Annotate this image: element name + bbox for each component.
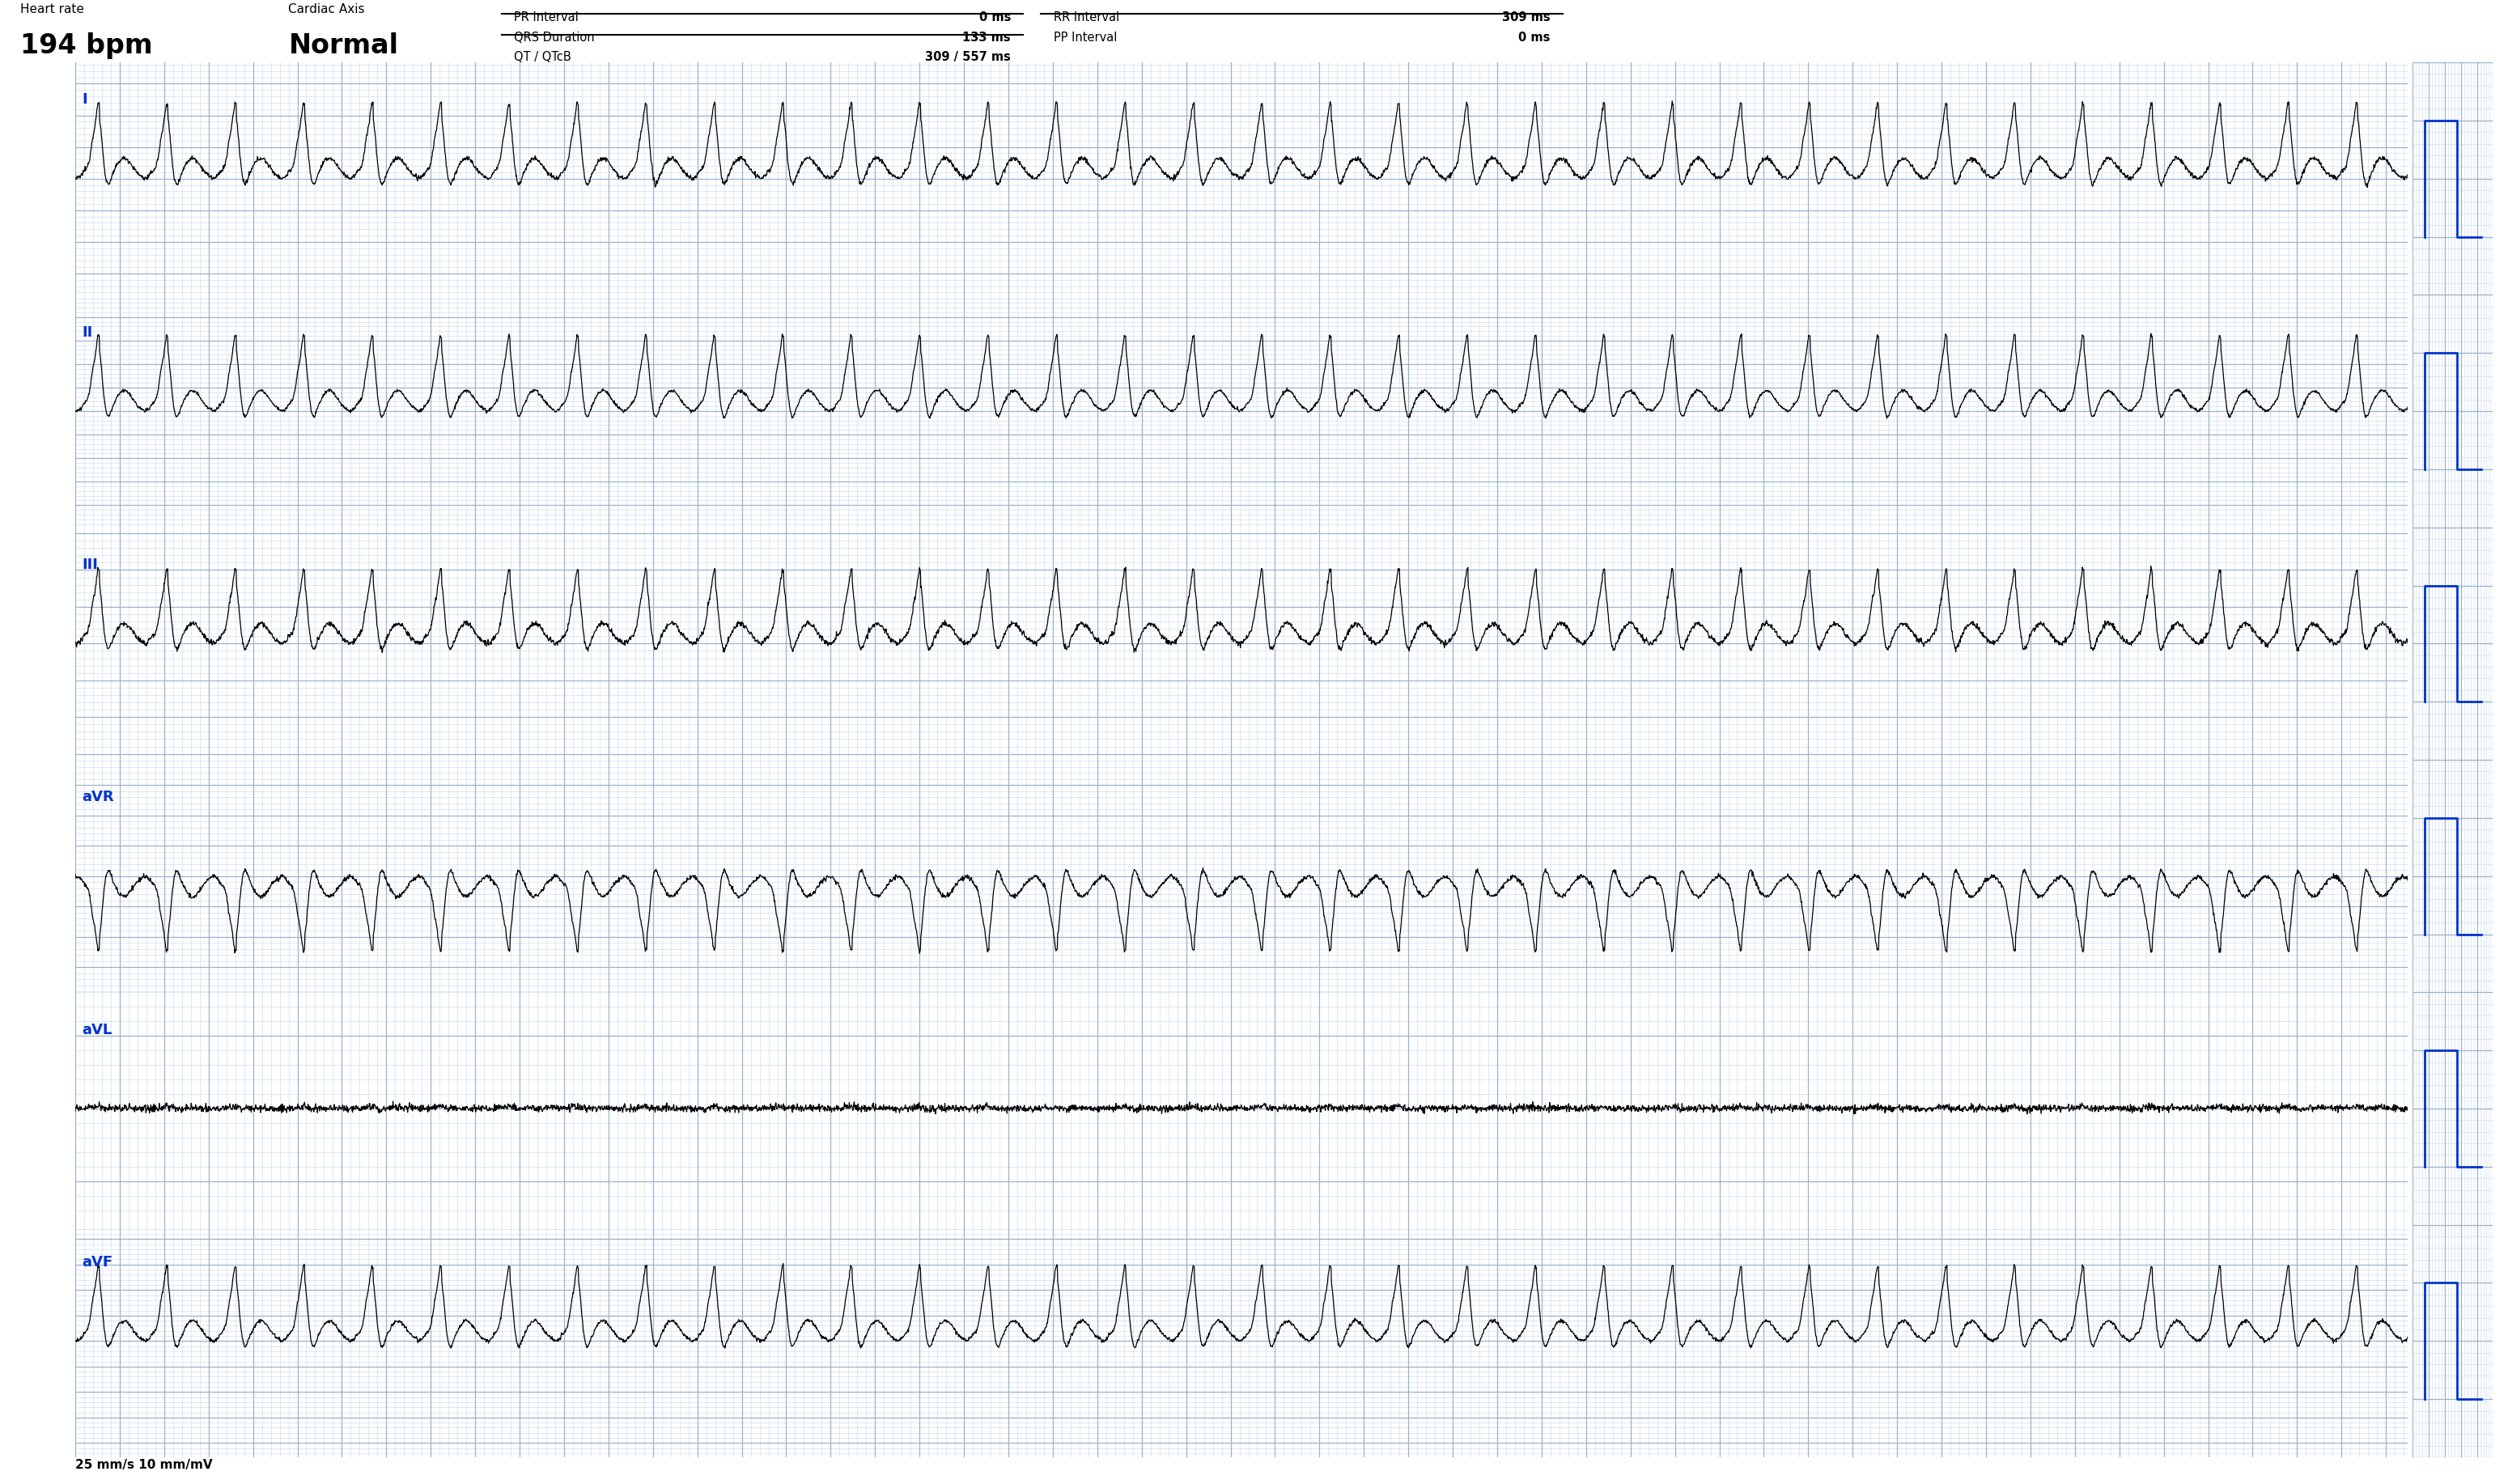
Text: QT / QTcB: QT / QTcB xyxy=(514,50,572,64)
Text: Heart rate: Heart rate xyxy=(20,3,83,15)
Text: I: I xyxy=(83,92,88,107)
Text: QRS Duration: QRS Duration xyxy=(514,31,594,43)
Text: 25 mm/s 10 mm/mV: 25 mm/s 10 mm/mV xyxy=(75,1459,213,1471)
Text: aVF: aVF xyxy=(83,1255,113,1270)
Text: RR Interval: RR Interval xyxy=(1053,12,1119,24)
Text: II: II xyxy=(83,325,93,340)
Text: 0 ms: 0 ms xyxy=(1517,31,1550,43)
Text: 0 ms: 0 ms xyxy=(978,12,1011,24)
Text: 309 ms: 309 ms xyxy=(1502,12,1550,24)
Text: PR Interval: PR Interval xyxy=(514,12,579,24)
Text: PP Interval: PP Interval xyxy=(1053,31,1116,43)
Text: 133 ms: 133 ms xyxy=(963,31,1011,43)
Text: aVR: aVR xyxy=(83,789,115,804)
Text: Cardiac Axis: Cardiac Axis xyxy=(288,3,364,15)
Text: Normal: Normal xyxy=(288,33,399,59)
Text: 309 / 557 ms: 309 / 557 ms xyxy=(925,50,1011,64)
Text: III: III xyxy=(83,558,98,573)
Text: aVL: aVL xyxy=(83,1022,113,1037)
Text: 194 bpm: 194 bpm xyxy=(20,33,153,59)
